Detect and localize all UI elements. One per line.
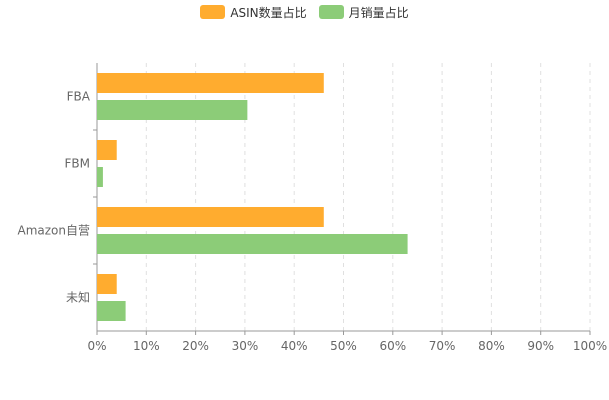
y-tick-label: FBM [65,157,91,171]
bar-sales [97,301,126,321]
y-tick-label: Amazon自营 [18,224,91,238]
legend-swatch-asin [200,5,226,19]
x-tick-label: 60% [379,339,406,353]
x-tick-label: 20% [182,339,209,353]
legend-label-asin: ASIN数量占比 [230,5,307,20]
x-tick-label: 40% [281,339,308,353]
x-tick-label: 10% [133,339,160,353]
bar-sales [97,100,248,120]
y-tick-label: 未知 [66,291,90,305]
x-tick-label: 100% [573,339,607,353]
x-tick-label: 50% [330,339,357,353]
bar-sales [97,234,408,254]
x-tick-label: 0% [87,339,106,353]
legend-swatch-sales [318,5,344,19]
bar-asin [97,274,117,294]
x-tick-label: 70% [429,339,456,353]
y-tick-label: FBA [67,90,91,104]
x-tick-label: 90% [527,339,554,353]
legend-item-sales[interactable]: 月销量占比 [318,4,409,20]
legend: ASIN数量占比 月销量占比 [0,4,609,20]
bar-asin [97,140,117,160]
bar-sales [97,167,103,187]
bar-asin [97,73,324,93]
bar-asin [97,207,324,227]
legend-item-asin[interactable]: ASIN数量占比 [200,4,307,20]
legend-label-sales: 月销量占比 [348,5,409,20]
x-tick-label: 30% [232,339,259,353]
x-tick-label: 80% [478,339,505,353]
